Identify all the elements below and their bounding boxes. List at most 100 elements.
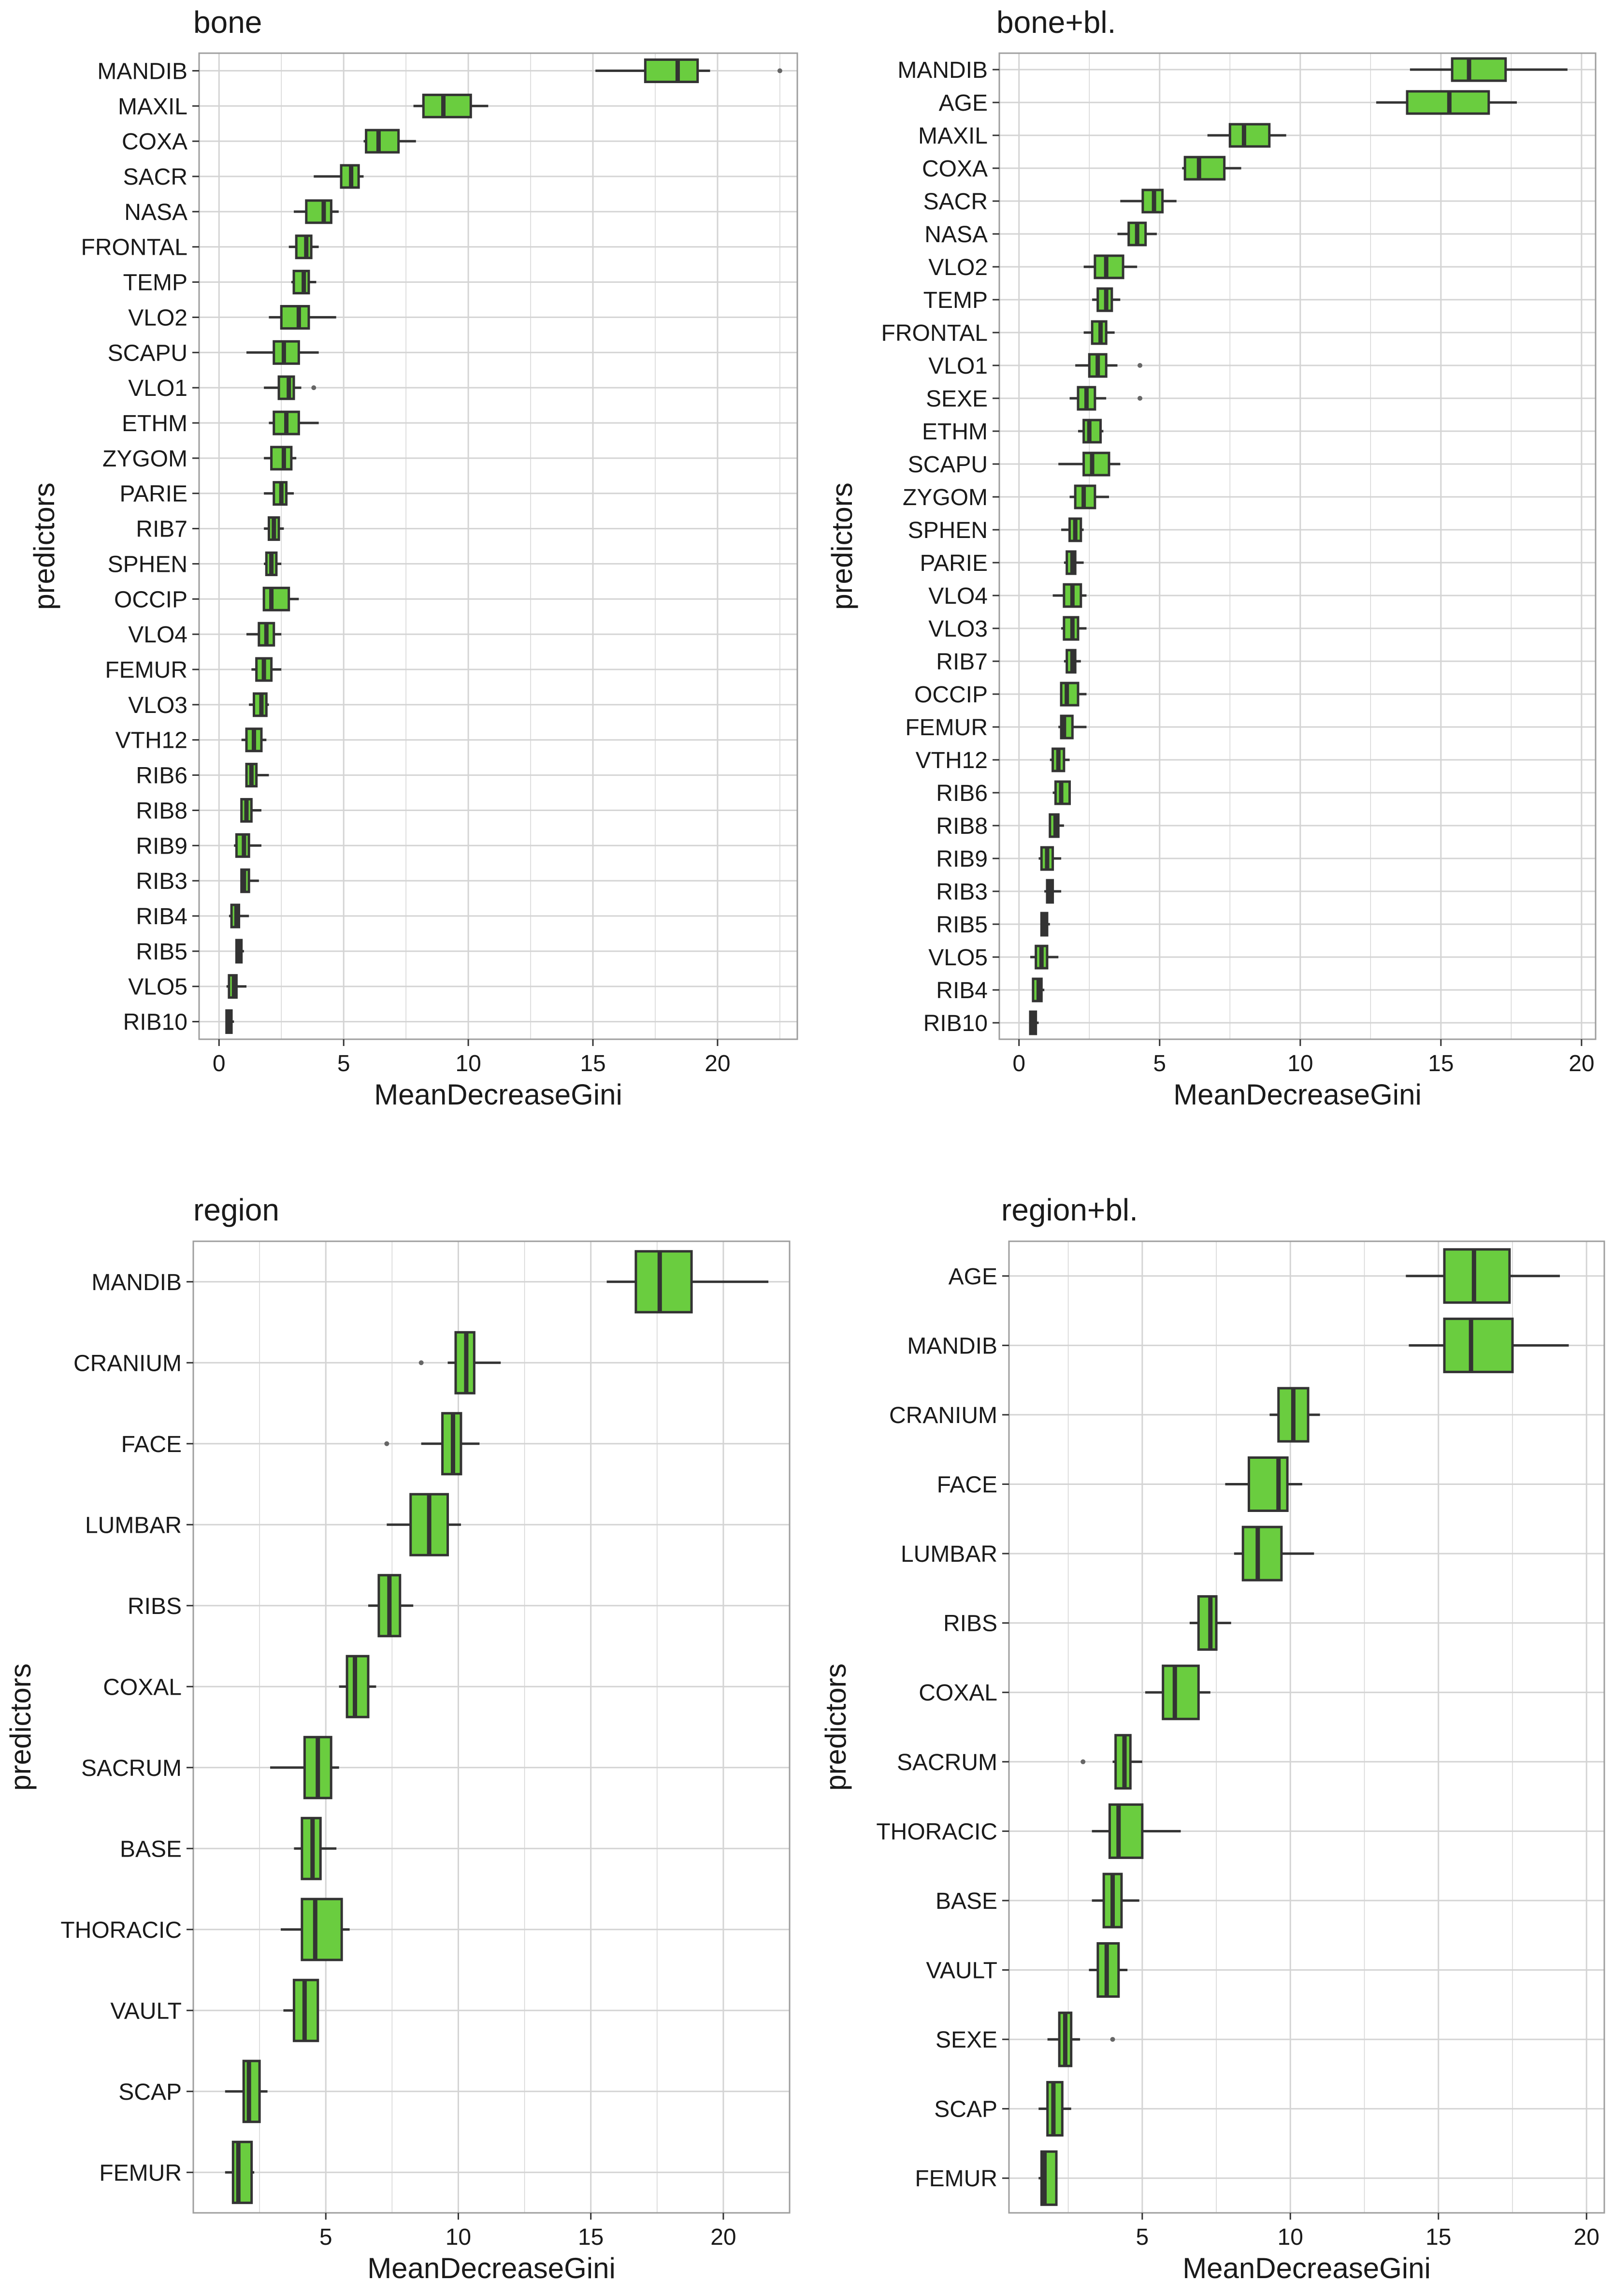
y-tick-label: RIB8 [136, 798, 187, 824]
y-tick-label: RIB7 [136, 517, 187, 542]
panel-border [192, 1240, 791, 2214]
y-tick-label: FACE [121, 1432, 182, 1457]
panel-title: region+bl. [1001, 1192, 1138, 1227]
y-tick-label: AGE [949, 1264, 997, 1290]
y-tick-label: SACR [923, 189, 988, 215]
y-tick-label: VTH12 [916, 748, 988, 773]
y-tick-label: VLO3 [928, 616, 988, 642]
y-tick-label: VTH12 [115, 728, 187, 754]
panel-region: MANDIB CRANIUM FACE LUMBAR RIBS COXAL SACRUM BA… [4, 1192, 791, 2284]
x-tick-label: 15 [1428, 1051, 1454, 1076]
y-tick-label: LUMBAR [85, 1512, 182, 1538]
box [1060, 682, 1080, 707]
x-tick-label: 0 [213, 1051, 226, 1076]
panel-border [198, 52, 798, 1040]
y-tick-label: THORACIC [876, 1819, 997, 1845]
x-tick-label: 0 [1012, 1051, 1025, 1076]
y-tick-label: VLO1 [128, 376, 187, 401]
x-tick-label: 20 [1569, 1051, 1594, 1076]
y-tick-label: RIB3 [936, 879, 988, 905]
y-tick-label: VLO4 [128, 622, 187, 648]
y-tick-label: AGE [939, 90, 988, 116]
y-tick-label: RIB9 [136, 833, 187, 859]
y-tick-label: RIB9 [936, 846, 988, 872]
box [1443, 1248, 1511, 1304]
y-tick-label: MANDIB [97, 58, 187, 84]
y-axis-label: predictors [826, 482, 858, 610]
y-tick-label: SACRUM [897, 1750, 997, 1775]
box [305, 199, 332, 224]
box [1247, 1456, 1289, 1512]
box [280, 305, 310, 330]
box [644, 58, 699, 83]
box [1228, 123, 1271, 148]
y-tick-label: MAXIL [918, 123, 988, 149]
box [1241, 1526, 1283, 1582]
y-axis-label: predictors [28, 482, 60, 610]
y-tick-label: RIBS [128, 1594, 182, 1619]
y-tick-label: VLO5 [928, 945, 988, 971]
plot-area [193, 1241, 790, 2213]
y-tick-label: FEMUR [915, 2166, 997, 2192]
x-tick-label: 15 [1426, 2224, 1451, 2250]
y-tick-label: VLO1 [928, 353, 988, 379]
x-tick-label: 10 [446, 2224, 471, 2250]
box [231, 2140, 253, 2204]
x-tick-label: 5 [1136, 2224, 1149, 2250]
box [1451, 57, 1507, 82]
outlier-point [1080, 1759, 1086, 1764]
panel-title: bone [193, 5, 262, 40]
y-tick-label: BASE [120, 1836, 182, 1862]
y-tick-label: SCAPU [108, 340, 187, 366]
box [1443, 1317, 1514, 1373]
y-tick-label: RIB4 [136, 904, 187, 930]
y-tick-label: SEXE [936, 2027, 997, 2053]
y-tick-label: VLO2 [128, 305, 187, 331]
y-tick-label: SACR [123, 164, 187, 190]
outlier-point [418, 1360, 424, 1366]
y-tick-label: VAULT [926, 1958, 997, 1984]
y-tick-label: ETHM [922, 419, 988, 445]
y-tick-label: VLO5 [128, 974, 187, 1000]
panel-border [998, 52, 1597, 1040]
box [295, 234, 313, 260]
box [1197, 1595, 1218, 1651]
y-tick-label: SEXE [926, 386, 988, 412]
plot-area [199, 53, 797, 1039]
y-tick-label: RIB5 [936, 912, 988, 938]
x-axis-label: MeanDecreaseGini [1182, 2252, 1431, 2284]
x-tick-label: 20 [710, 2224, 736, 2250]
y-tick-label: MANDIB [907, 1333, 997, 1359]
y-tick-label: RIB7 [936, 649, 988, 675]
panel-border [1008, 1240, 1605, 2214]
y-tick-label: RIB8 [936, 814, 988, 839]
y-tick-label: COXA [122, 129, 187, 155]
y-tick-label: LUMBAR [901, 1541, 997, 1567]
outlier-point [1138, 363, 1143, 368]
y-tick-label: RIB5 [136, 939, 187, 965]
box [277, 375, 295, 400]
y-tick-label: NASA [924, 222, 988, 247]
x-axis-label: MeanDecreaseGini [367, 2252, 616, 2284]
y-tick-label: SPHEN [108, 552, 187, 577]
y-tick-label: FRONTAL [81, 235, 187, 261]
x-tick-label: 15 [578, 2224, 604, 2250]
box [1082, 419, 1102, 444]
y-tick-label: MANDIB [897, 58, 988, 83]
box [242, 2060, 261, 2123]
y-tick-label: SPHEN [908, 518, 988, 543]
y-tick-label: ZYGOM [102, 446, 187, 472]
panel-title: region [193, 1192, 279, 1227]
outlier-point [1138, 396, 1143, 401]
y-tick-label: NASA [124, 200, 187, 225]
box [301, 1898, 343, 1962]
y-tick-label: TEMP [923, 288, 988, 313]
y-tick-label: BASE [936, 1889, 997, 1914]
box [1108, 1803, 1144, 1859]
y-tick-label: FACE [937, 1472, 997, 1498]
box [634, 1250, 693, 1314]
y-tick-label: MAXIL [118, 94, 187, 119]
x-axis-label: MeanDecreaseGini [1173, 1078, 1422, 1111]
x-tick-label: 20 [705, 1051, 730, 1076]
y-tick-label: FEMUR [99, 2160, 182, 2186]
